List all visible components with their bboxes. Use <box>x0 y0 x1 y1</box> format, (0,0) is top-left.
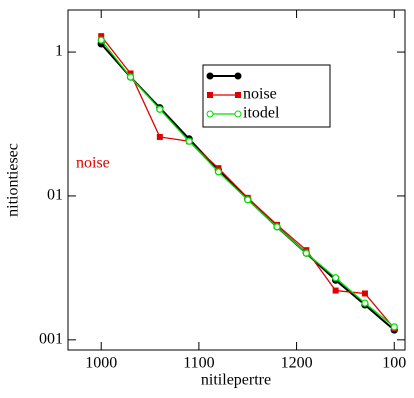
x-tick-label: 1000 <box>85 355 117 372</box>
marker <box>273 223 281 231</box>
y-tick-label: 01 <box>47 187 63 204</box>
legend <box>202 64 331 128</box>
marker <box>156 133 163 140</box>
x-axis-label: nitilepertre <box>201 372 271 389</box>
marker <box>332 287 339 294</box>
marker <box>214 168 223 176</box>
annotation: noise <box>76 155 110 172</box>
legend-marker <box>207 92 213 98</box>
marker <box>361 299 369 307</box>
marker <box>98 33 105 40</box>
marker <box>156 105 164 113</box>
marker <box>331 274 340 282</box>
legend-marker <box>234 72 242 80</box>
plot-frame <box>67 9 406 351</box>
marker <box>215 165 222 172</box>
legend-marker <box>206 110 214 118</box>
x-tick-label: 1100 <box>183 355 214 372</box>
legend-marker <box>234 110 242 118</box>
marker <box>302 249 310 257</box>
legend-marker <box>235 92 241 98</box>
legend-label: itodel <box>243 105 280 122</box>
marker <box>390 323 398 331</box>
x-tick-label: 1200 <box>281 355 313 372</box>
legend-label: noise <box>243 86 277 103</box>
y-tick-label: 1 <box>55 43 63 60</box>
marker <box>244 196 252 204</box>
marker <box>361 290 368 297</box>
marker <box>185 137 193 145</box>
y-tick-label: 001 <box>39 331 63 348</box>
marker <box>126 73 135 81</box>
x-tick-label: 100 <box>382 355 406 372</box>
y-axis-label: nitiontiesec <box>5 143 22 217</box>
marker <box>97 36 105 44</box>
legend-marker <box>206 72 214 80</box>
